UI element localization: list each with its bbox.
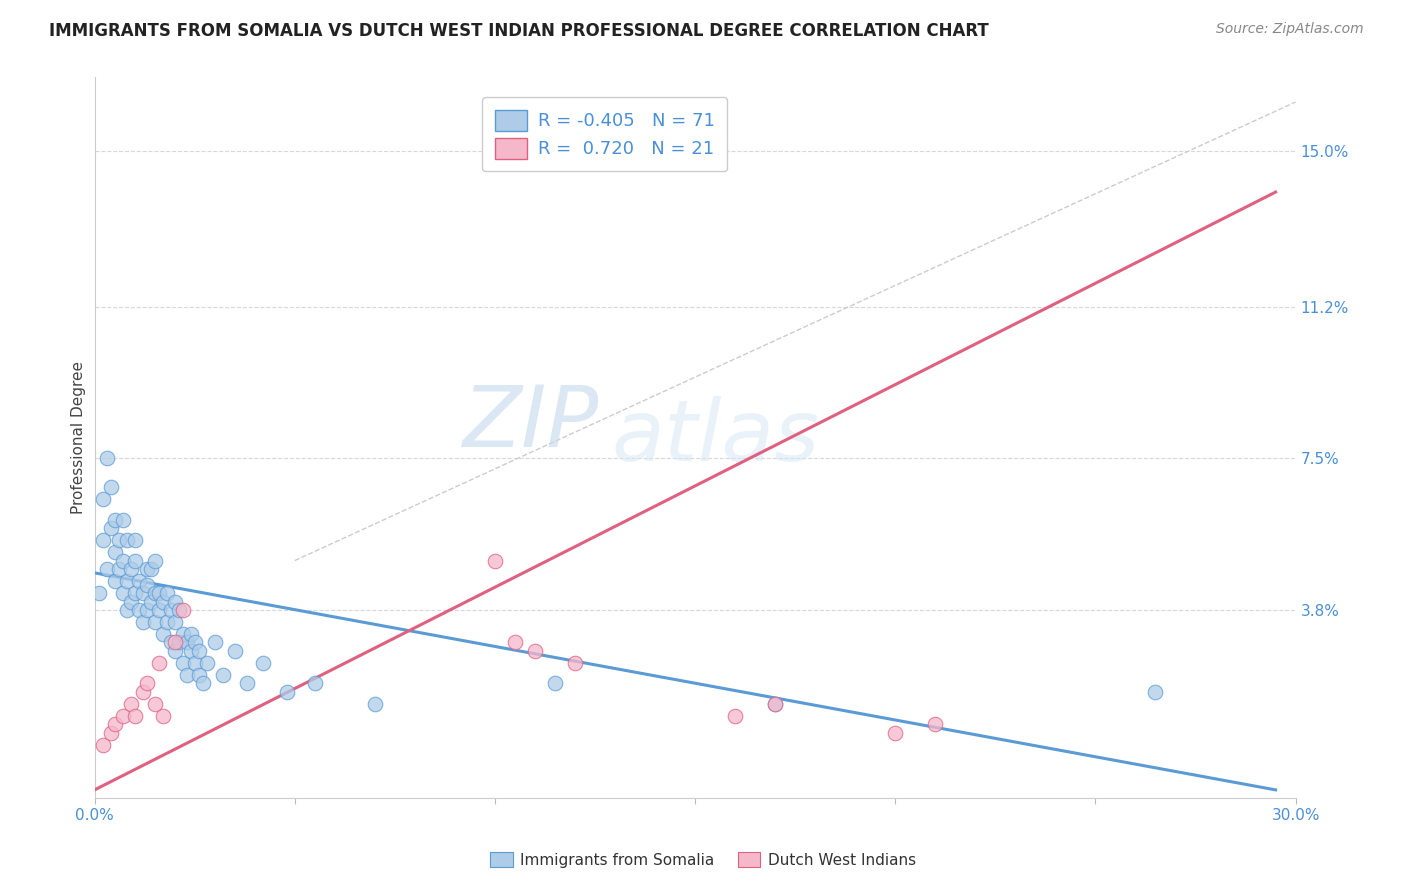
Point [484,553,506,567]
Point [159,635,181,649]
Point [148,656,170,670]
Point [91,533,114,548]
Point [724,709,747,723]
Point [128,574,150,588]
Point [204,635,226,649]
Point [167,635,190,649]
Point [763,697,786,711]
Point [139,562,162,576]
Point [96,562,118,576]
Point [111,553,134,567]
Point [120,562,142,576]
Point [176,635,198,649]
Point [128,603,150,617]
Point [111,709,134,723]
Point [135,562,157,576]
Point [163,594,186,608]
Point [135,676,157,690]
Point [143,697,166,711]
Point [131,586,153,600]
Point [187,643,209,657]
Point [183,656,205,670]
Point [107,562,129,576]
Point [143,615,166,629]
Point [180,643,202,657]
Point [152,627,174,641]
Point [235,676,257,690]
Point [195,656,218,670]
Legend: R = -0.405   N = 71, R =  0.720   N = 21: R = -0.405 N = 71, R = 0.720 N = 21 [482,97,727,171]
Point [91,738,114,752]
Point [148,586,170,600]
Point [124,533,146,548]
Point [172,603,194,617]
Point [924,717,946,731]
Point [91,492,114,507]
Point [172,656,194,670]
Point [131,615,153,629]
Point [523,643,546,657]
Text: Source: ZipAtlas.com: Source: ZipAtlas.com [1216,22,1364,37]
Point [96,451,118,466]
Y-axis label: Professional Degree: Professional Degree [72,361,86,515]
Point [163,615,186,629]
Point [172,627,194,641]
Point [544,676,567,690]
Point [148,603,170,617]
Point [364,697,387,711]
Point [104,545,127,559]
Point [211,668,233,682]
Point [191,676,214,690]
Point [120,697,142,711]
Point [143,553,166,567]
Point [183,635,205,649]
Point [104,513,127,527]
Point [304,676,326,690]
Point [124,709,146,723]
Point [156,586,179,600]
Point [1144,684,1167,698]
Point [152,709,174,723]
Point [564,656,586,670]
Point [131,684,153,698]
Point [104,574,127,588]
Point [180,627,202,641]
Point [139,594,162,608]
Point [100,725,122,739]
Text: ZIP: ZIP [463,382,599,465]
Point [252,656,274,670]
Point [224,643,246,657]
Point [135,603,157,617]
Point [120,594,142,608]
Point [100,521,122,535]
Text: IMMIGRANTS FROM SOMALIA VS DUTCH WEST INDIAN PROFESSIONAL DEGREE CORRELATION CHA: IMMIGRANTS FROM SOMALIA VS DUTCH WEST IN… [49,22,988,40]
Point [115,603,138,617]
Point [167,603,190,617]
Point [187,668,209,682]
Point [124,586,146,600]
Point [135,578,157,592]
Text: atlas: atlas [612,396,820,479]
Point [156,615,179,629]
Legend: Immigrants from Somalia, Dutch West Indians: Immigrants from Somalia, Dutch West Indi… [482,844,924,875]
Point [111,513,134,527]
Point [104,717,127,731]
Point [503,635,526,649]
Point [163,635,186,649]
Point [276,684,298,698]
Point [159,603,181,617]
Point [100,480,122,494]
Point [87,586,110,600]
Point [107,533,129,548]
Point [176,668,198,682]
Point [143,586,166,600]
Point [111,586,134,600]
Point [163,643,186,657]
Point [884,725,907,739]
Point [115,533,138,548]
Point [152,594,174,608]
Point [124,553,146,567]
Point [115,574,138,588]
Point [763,697,786,711]
